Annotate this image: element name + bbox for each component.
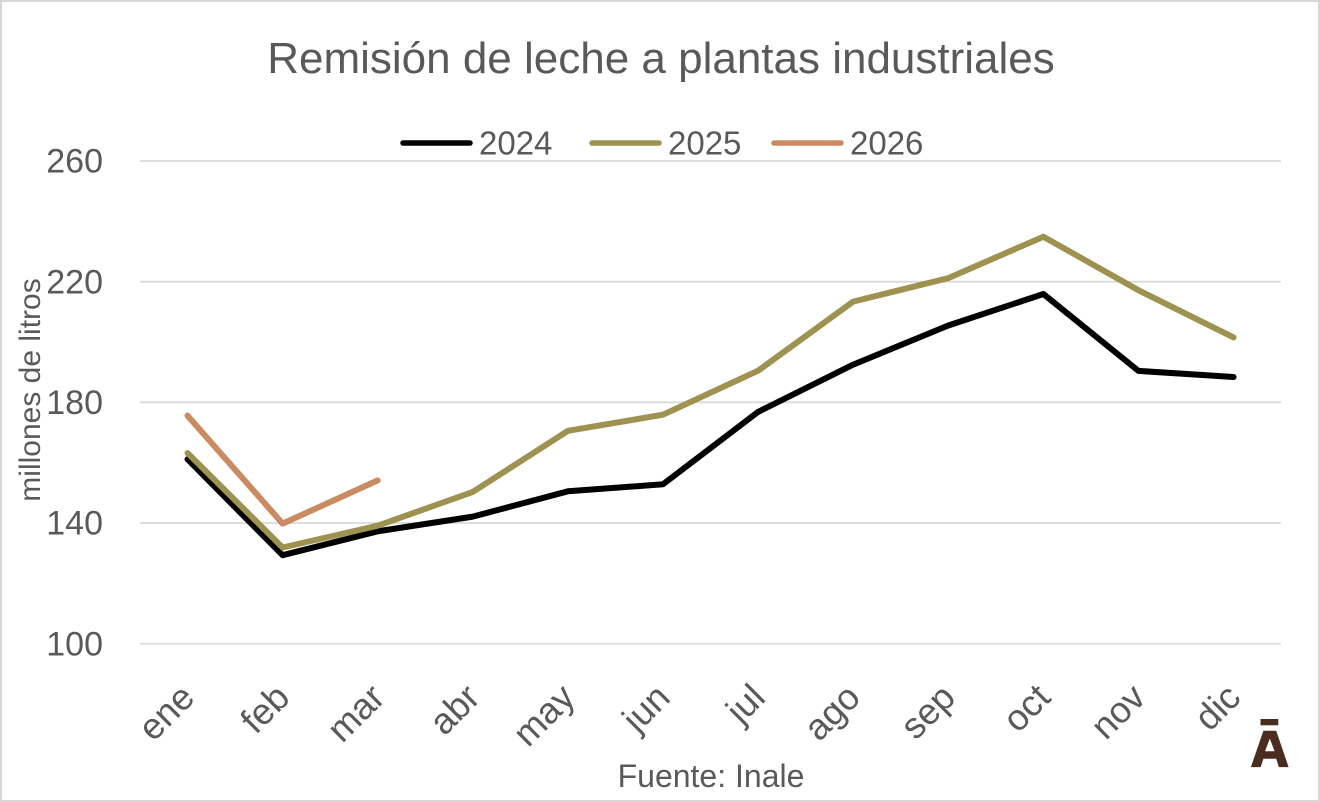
svg-text:220: 220 (46, 263, 103, 301)
svg-text:Fuente: Inale: Fuente: Inale (618, 758, 805, 794)
svg-text:2025: 2025 (668, 125, 741, 162)
svg-text:millones de litros: millones de litros (14, 278, 47, 501)
svg-text:100: 100 (46, 625, 103, 663)
svg-text:180: 180 (46, 384, 103, 422)
svg-text:2024: 2024 (479, 125, 552, 162)
svg-text:260: 260 (46, 143, 103, 181)
svg-text:140: 140 (46, 505, 103, 543)
svg-text:2026: 2026 (850, 125, 923, 162)
svg-text:Remisión de leche a plantas in: Remisión de leche a plantas industriales (267, 34, 1055, 83)
